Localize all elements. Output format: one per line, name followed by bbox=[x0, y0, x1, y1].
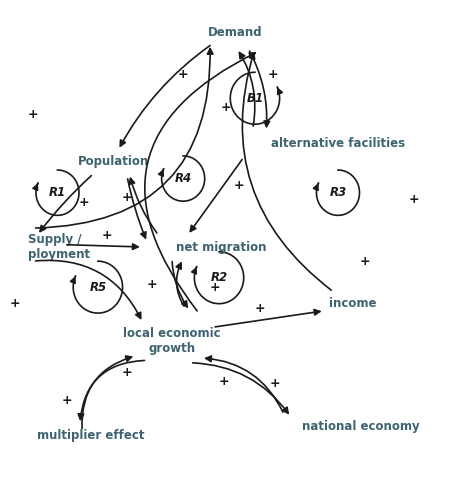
Text: R2: R2 bbox=[210, 271, 228, 284]
Text: +: + bbox=[61, 394, 72, 407]
Text: R4: R4 bbox=[174, 172, 191, 185]
Text: +: + bbox=[122, 366, 132, 379]
Text: net migration: net migration bbox=[176, 241, 267, 253]
Text: R3: R3 bbox=[329, 186, 346, 199]
Text: local economic
growth: local economic growth bbox=[123, 328, 221, 356]
Text: Population: Population bbox=[78, 156, 149, 168]
Text: +: + bbox=[9, 297, 20, 310]
Text: R5: R5 bbox=[89, 281, 107, 293]
Text: income: income bbox=[329, 297, 376, 310]
Text: B1: B1 bbox=[246, 92, 264, 105]
Text: +: + bbox=[209, 281, 220, 293]
Text: +: + bbox=[146, 278, 157, 291]
Text: +: + bbox=[79, 196, 90, 208]
Text: +: + bbox=[178, 68, 189, 81]
Text: alternative facilities: alternative facilities bbox=[271, 136, 405, 150]
Text: +: + bbox=[360, 255, 370, 268]
Text: +: + bbox=[234, 179, 245, 192]
Text: national economy: national economy bbox=[302, 420, 419, 433]
Text: +: + bbox=[122, 191, 132, 204]
Text: +: + bbox=[220, 101, 231, 114]
Text: +: + bbox=[268, 68, 278, 81]
Text: Supply /
ployment: Supply / ployment bbox=[28, 233, 91, 261]
Text: multiplier effect: multiplier effect bbox=[37, 429, 145, 443]
Text: +: + bbox=[409, 193, 419, 206]
Text: R1: R1 bbox=[49, 186, 66, 199]
Text: +: + bbox=[270, 377, 281, 390]
Text: +: + bbox=[218, 375, 229, 388]
Text: +: + bbox=[27, 108, 38, 121]
Text: Demand: Demand bbox=[208, 26, 262, 39]
Text: +: + bbox=[101, 229, 112, 242]
Text: +: + bbox=[254, 302, 265, 315]
